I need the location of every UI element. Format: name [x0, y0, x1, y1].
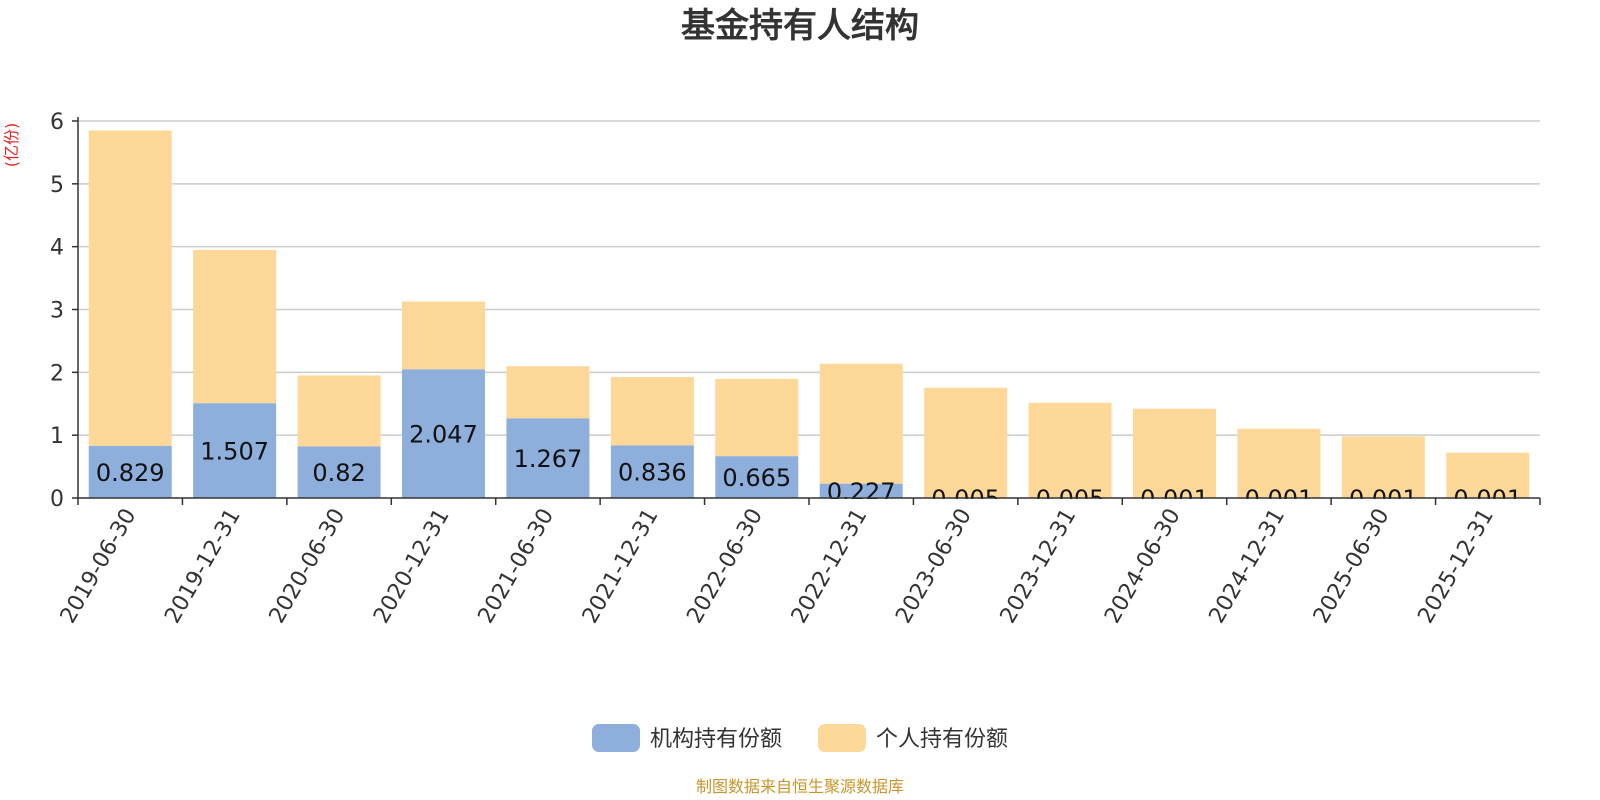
x-tick-label: 2019-12-31	[160, 505, 246, 628]
bar-individual[interactable]	[715, 378, 799, 457]
bar-individual[interactable]	[1133, 408, 1216, 498]
legend-label: 个人持有份额	[876, 727, 1008, 752]
axis-mask	[79, 499, 1551, 508]
y-tick-label: 1	[50, 424, 64, 449]
data-label-institutional: 0.829	[96, 459, 165, 487]
data-label-institutional: 0.001	[1453, 485, 1522, 513]
data-label-institutional: 1.267	[514, 445, 583, 473]
data-label-institutional: 0.005	[931, 485, 1000, 513]
x-tick-label: 2020-12-31	[369, 505, 455, 628]
y-axis-unit-label: (亿份)	[2, 123, 21, 168]
bar-individual[interactable]	[88, 130, 172, 446]
data-label-institutional: 0.005	[1036, 485, 1105, 513]
bar-individual[interactable]	[819, 363, 903, 484]
x-tick-label: 2025-06-30	[1309, 505, 1395, 628]
data-label-institutional: 0.82	[312, 459, 365, 487]
legend[interactable]: 机构持有份额 个人持有份额	[592, 724, 1008, 752]
legend-swatch	[592, 724, 640, 752]
x-tick-label: 2021-06-30	[474, 505, 560, 628]
gridlines	[78, 120, 1540, 436]
y-tick-label: 3	[50, 299, 64, 324]
data-label-institutional: 2.047	[409, 421, 478, 449]
data-label-institutional: 0.665	[722, 464, 791, 492]
legend-item-institutional[interactable]: 机构持有份额	[592, 724, 782, 752]
bar-institutional[interactable]	[297, 446, 381, 498]
data-label-institutional: 1.507	[200, 438, 269, 466]
data-label-institutional: 0.836	[618, 459, 687, 487]
bar-individual[interactable]	[1341, 436, 1425, 498]
data-label-institutional: 0.001	[1140, 485, 1209, 513]
y-tick-label: 5	[50, 173, 64, 198]
legend-swatch	[818, 724, 866, 752]
legend-label: 机构持有份额	[650, 727, 782, 752]
bar-institutional[interactable]	[506, 418, 590, 498]
bar-individual[interactable]	[402, 301, 485, 370]
bar-individual[interactable]	[506, 366, 590, 419]
bar-institutional[interactable]	[610, 445, 694, 498]
x-tick-label: 2022-06-30	[682, 505, 768, 628]
x-axis: 2019-06-30 2019-12-31 2020-06-30 2020-12-31…	[56, 497, 1541, 628]
bar-institutional[interactable]	[193, 403, 277, 498]
source-note: 制图数据来自恒生聚源数据库	[696, 777, 904, 796]
bar-institutional[interactable]	[402, 369, 485, 498]
x-tick-label: 2025-12-31	[1413, 505, 1499, 628]
y-tick-label: 6	[50, 110, 64, 135]
bar-individual[interactable]	[193, 249, 277, 404]
bar-institutional[interactable]	[715, 456, 799, 498]
legend-item-individual[interactable]: 个人持有份额	[818, 724, 1008, 752]
y-axis: 0 1 2 3 4 5 6	[50, 110, 79, 512]
x-tick-label: 2022-12-31	[787, 505, 873, 628]
chart-title: 基金持有人结构	[681, 6, 919, 46]
y-tick-label: 0	[50, 487, 64, 512]
x-tick-label: 2024-12-31	[1205, 505, 1291, 628]
y-tick-label: 4	[50, 236, 64, 261]
bar-institutional[interactable]	[88, 445, 172, 498]
x-tick-label: 2023-12-31	[996, 505, 1082, 628]
bar-individual[interactable]	[924, 387, 1008, 498]
x-tick-label: 2020-06-30	[265, 505, 351, 628]
data-label-institutional: 0.001	[1245, 485, 1314, 513]
x-tick-label: 2023-06-30	[891, 505, 977, 628]
bar-individual[interactable]	[1446, 452, 1530, 498]
bar-institutional[interactable]	[819, 483, 903, 498]
x-tick-label: 2021-12-31	[578, 505, 664, 628]
bar-individual[interactable]	[297, 375, 381, 447]
y-tick-label: 2	[50, 361, 64, 386]
bar-individual[interactable]	[610, 376, 694, 446]
bar-individual[interactable]	[1237, 428, 1321, 498]
x-tick-label: 2019-06-30	[56, 505, 142, 628]
data-label-institutional: 0.001	[1349, 485, 1418, 513]
bar-individual[interactable]	[1028, 402, 1112, 498]
x-tick-label: 2024-06-30	[1100, 505, 1186, 628]
